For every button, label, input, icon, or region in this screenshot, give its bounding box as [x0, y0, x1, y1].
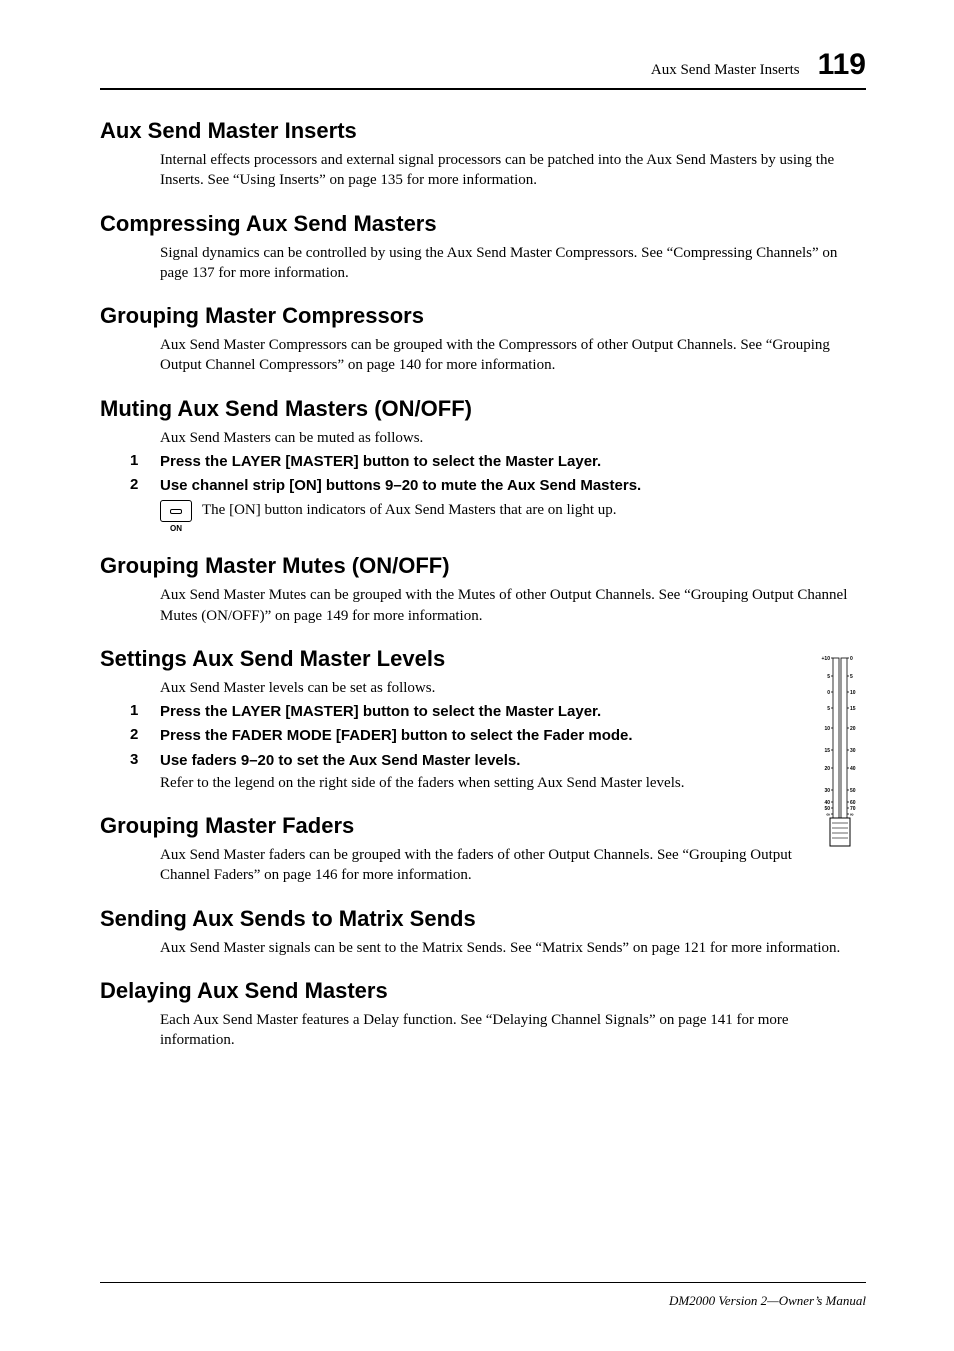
levels-step3-body: Refer to the legend on the right side of… [160, 773, 805, 793]
step-number: 1 [130, 702, 160, 722]
svg-text:10: 10 [850, 690, 856, 696]
running-header: Aux Send Master Inserts 119 [100, 48, 866, 90]
levels-step-3: 3 Use faders 9–20 to set the Aux Send Ma… [130, 751, 805, 771]
section-group-comp: Grouping Master Compressors Aux Send Mas… [100, 303, 866, 376]
fader-scale-svg: +10505101520304050∞051015203040506070∞ [811, 652, 866, 862]
svg-text:10: 10 [824, 726, 830, 732]
section-group-mutes: Grouping Master Mutes (ON/OFF) Aux Send … [100, 553, 866, 626]
svg-text:30: 30 [850, 748, 856, 754]
step-number: 2 [130, 726, 160, 746]
levels-wrap: Settings Aux Send Master Levels Aux Send… [100, 646, 866, 906]
svg-text:20: 20 [850, 726, 856, 732]
body-group-comp: Aux Send Master Compressors can be group… [160, 335, 866, 376]
page-number: 119 [818, 48, 866, 82]
heading-group-mutes: Grouping Master Mutes (ON/OFF) [100, 553, 866, 579]
heading-matrix: Sending Aux Sends to Matrix Sends [100, 906, 866, 932]
svg-text:∞: ∞ [850, 812, 854, 818]
heading-group-comp: Grouping Master Compressors [100, 303, 866, 329]
heading-group-faders: Grouping Master Faders [100, 813, 805, 839]
running-header-title: Aux Send Master Inserts [651, 62, 800, 79]
on-button-icon: ON [160, 500, 192, 533]
svg-text:15: 15 [850, 706, 856, 712]
step-text: Press the LAYER [MASTER] button to selec… [160, 452, 601, 472]
levels-step-1: 1 Press the LAYER [MASTER] button to sel… [130, 702, 805, 722]
step-number: 2 [130, 476, 160, 496]
fader-scale-figure: +10505101520304050∞051015203040506070∞ [811, 652, 866, 867]
intro-levels: Aux Send Master levels can be set as fol… [160, 678, 805, 698]
page-footer: DM2000 Version 2—Owner’s Manual [100, 1282, 866, 1309]
body-inserts: Internal effects processors and external… [160, 150, 866, 191]
levels-step-2: 2 Press the FADER MODE [FADER] button to… [130, 726, 805, 746]
on-button-indicator [170, 509, 182, 514]
step-text: Use faders 9–20 to set the Aux Send Mast… [160, 751, 520, 771]
svg-text:5: 5 [850, 674, 853, 680]
svg-text:50: 50 [850, 788, 856, 794]
muting-step-2: 2 Use channel strip [ON] buttons 9–20 to… [130, 476, 866, 496]
section-group-faders: Grouping Master Faders Aux Send Master f… [100, 813, 805, 886]
section-compressing: Compressing Aux Send Masters Signal dyna… [100, 211, 866, 284]
step-number: 1 [130, 452, 160, 472]
section-inserts: Aux Send Master Inserts Internal effects… [100, 118, 866, 191]
svg-text:0: 0 [827, 690, 830, 696]
intro-muting: Aux Send Masters can be muted as follows… [160, 428, 866, 448]
svg-text:20: 20 [824, 766, 830, 772]
svg-text:40: 40 [850, 766, 856, 772]
muting-step-1: 1 Press the LAYER [MASTER] button to sel… [130, 452, 866, 472]
step-number: 3 [130, 751, 160, 771]
step-text: Press the LAYER [MASTER] button to selec… [160, 702, 601, 722]
svg-text:0: 0 [850, 656, 853, 662]
section-delaying: Delaying Aux Send Masters Each Aux Send … [100, 978, 866, 1051]
svg-text:+10: +10 [822, 656, 831, 662]
svg-text:5: 5 [827, 706, 830, 712]
body-group-mutes: Aux Send Master Mutes can be grouped wit… [160, 585, 866, 626]
svg-text:5: 5 [827, 674, 830, 680]
heading-delaying: Delaying Aux Send Masters [100, 978, 866, 1004]
section-levels: Settings Aux Send Master Levels Aux Send… [100, 646, 805, 793]
body-delaying: Each Aux Send Master features a Delay fu… [160, 1010, 866, 1051]
on-button-box [160, 500, 192, 522]
svg-text:∞: ∞ [826, 812, 830, 818]
heading-levels: Settings Aux Send Master Levels [100, 646, 805, 672]
heading-muting: Muting Aux Send Masters (ON/OFF) [100, 396, 866, 422]
heading-inserts: Aux Send Master Inserts [100, 118, 866, 144]
on-button-description: The [ON] button indicators of Aux Send M… [202, 500, 617, 520]
footer-text: DM2000 Version 2—Owner’s Manual [669, 1293, 866, 1308]
section-muting: Muting Aux Send Masters (ON/OFF) Aux Sen… [100, 396, 866, 534]
svg-text:30: 30 [824, 788, 830, 794]
svg-text:15: 15 [824, 748, 830, 754]
step-text: Press the FADER MODE [FADER] button to s… [160, 726, 633, 746]
body-matrix: Aux Send Master signals can be sent to t… [160, 938, 866, 958]
step-text: Use channel strip [ON] buttons 9–20 to m… [160, 476, 641, 496]
heading-compressing: Compressing Aux Send Masters [100, 211, 866, 237]
on-button-row: ON The [ON] button indicators of Aux Sen… [160, 500, 866, 533]
body-group-faders: Aux Send Master faders can be grouped wi… [160, 845, 805, 886]
on-button-label: ON [160, 524, 192, 533]
section-matrix: Sending Aux Sends to Matrix Sends Aux Se… [100, 906, 866, 958]
body-compressing: Signal dynamics can be controlled by usi… [160, 243, 866, 284]
